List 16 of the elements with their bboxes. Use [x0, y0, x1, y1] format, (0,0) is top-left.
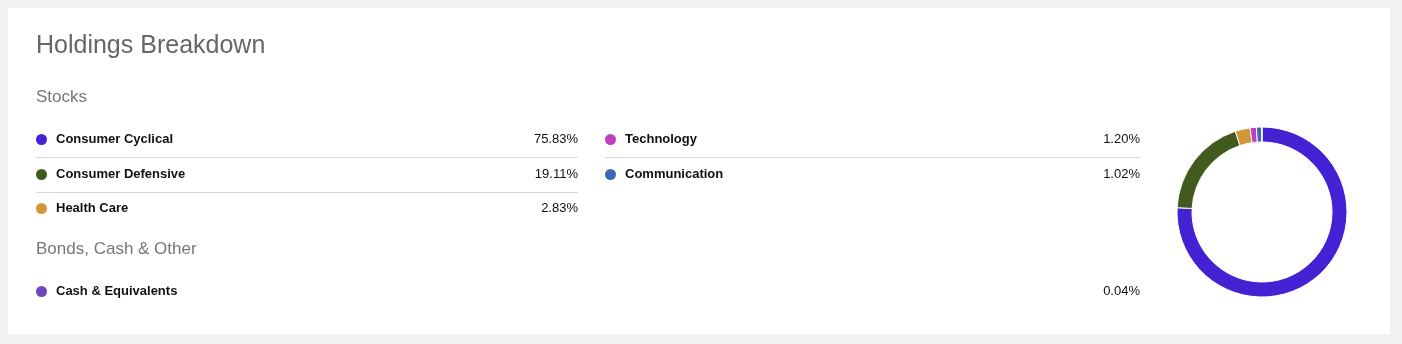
text: Bonds, Cash & Other [36, 239, 197, 259]
data-label: 1.20% [1103, 131, 1140, 146]
data-label: 0.04% [1103, 283, 1140, 298]
text: Stocks [36, 87, 88, 107]
data-label: 1.02% [1103, 165, 1140, 181]
legend-label: Technology [625, 131, 697, 146]
legend-label: Health Care [56, 200, 129, 215]
donut-slice [1176, 126, 1348, 298]
legend-label: Communication [625, 165, 724, 181]
data-label: 2.83% [541, 200, 578, 215]
legend-label: Consumer Defensive [56, 165, 186, 181]
legend-label: Consumer Cyclical [56, 131, 174, 146]
data-label: 19.11% [534, 165, 578, 181]
legend-label: Cash & Equivalents [56, 283, 178, 298]
data-label: 75.83% [533, 131, 578, 146]
chart-title: Holdings Breakdown [36, 30, 266, 59]
